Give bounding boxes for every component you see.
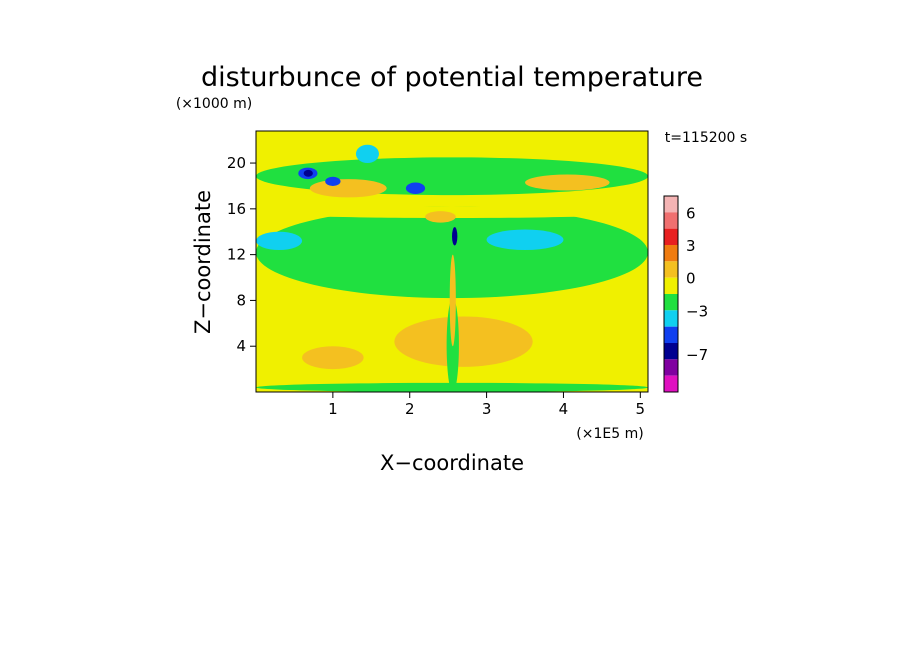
contour-region-orange-upper-left — [309, 179, 387, 198]
x-unit-label: (×1E5 m) — [576, 426, 643, 442]
contour-region-dark-core-1 — [303, 169, 313, 177]
contour-region-mid-yellow-band — [256, 206, 648, 219]
y-tick-label: 12 — [227, 246, 246, 264]
y-axis: 4 8 12 16 20 — [227, 154, 256, 355]
contour-region-mid-green-band — [256, 206, 648, 299]
y-tick-label: 4 — [236, 337, 246, 355]
contour-region-column-orange — [449, 254, 456, 347]
y-tick-label: 20 — [227, 154, 246, 172]
contour-region-orange-mid — [425, 211, 456, 223]
colorbar-label: −3 — [686, 302, 708, 320]
colorbar-swatch — [664, 277, 678, 294]
y-axis-label: Z−coordinate — [191, 190, 215, 334]
contour-region-orange-low-center — [394, 316, 533, 367]
contour-region-blue-jet-core — [452, 227, 458, 246]
colorbar: 6 3 0 −3 −7 — [663, 195, 708, 393]
colorbar-label: 0 — [686, 270, 696, 288]
contour-plot-area — [255, 130, 649, 393]
chart-title: disturbunce of potential temperature — [201, 62, 703, 93]
colorbar-swatch — [664, 261, 678, 278]
colorbar-swatch — [664, 245, 678, 262]
contour-region-orange-low-left — [302, 346, 364, 370]
colorbar-swatch — [664, 196, 678, 213]
colorbar-swatch — [664, 228, 678, 245]
colorbar-swatch — [664, 326, 678, 343]
x-axis-label: X−coordinate — [380, 451, 524, 475]
colorbar-swatch — [664, 359, 678, 376]
time-label: t=115200 s — [665, 130, 747, 146]
x-tick-label: 3 — [482, 400, 492, 418]
colorbar-swatch — [664, 375, 678, 392]
contour-region-cyan-band-left — [256, 231, 303, 251]
contour-region-cyan-patch-top — [355, 144, 379, 164]
colorbar-label: 3 — [686, 237, 696, 255]
y-tick-label: 8 — [236, 291, 246, 309]
colorbar-frame — [663, 195, 679, 393]
x-axis: 1 2 3 4 5 — [328, 392, 645, 418]
x-tick-label: 5 — [636, 400, 646, 418]
contour-region-orange-upper-right — [525, 174, 610, 191]
colorbar-swatch — [664, 212, 678, 229]
contour-region-blue-vortex-3 — [405, 182, 426, 194]
colorbar-label: −7 — [686, 346, 708, 364]
contour-region-cyan-band-right — [486, 229, 564, 251]
y-tick-label: 16 — [227, 200, 246, 218]
y-unit-label: (×1000 m) — [176, 96, 252, 112]
x-tick-label: 1 — [328, 400, 338, 418]
colorbar-swatch — [664, 343, 678, 360]
x-tick-label: 4 — [559, 400, 569, 418]
colorbar-label: 6 — [686, 204, 696, 222]
contour-region-blue-vortex-2 — [325, 176, 341, 186]
colorbar-swatch — [664, 294, 678, 311]
x-tick-label: 2 — [405, 400, 415, 418]
colorbar-swatch — [664, 310, 678, 327]
plot-frame — [255, 130, 649, 393]
